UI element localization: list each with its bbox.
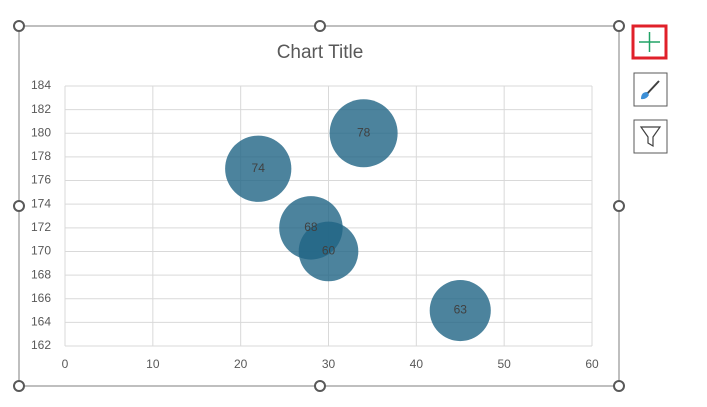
x-tick-label: 20 bbox=[234, 357, 248, 371]
x-tick-label: 10 bbox=[146, 357, 160, 371]
plot-area: 162 164 166 168 170 172 174 176 178 180 182 184 0 10 2… bbox=[31, 78, 599, 371]
handle[interactable] bbox=[314, 20, 326, 32]
selection-handles bbox=[13, 20, 625, 392]
x-tick-label: 40 bbox=[410, 357, 424, 371]
handle[interactable] bbox=[613, 20, 625, 32]
data-label: 74 bbox=[252, 161, 266, 175]
y-tick-label: 176 bbox=[31, 173, 51, 187]
y-tick-label: 184 bbox=[31, 78, 51, 92]
handle[interactable] bbox=[314, 380, 326, 392]
y-tick-label: 168 bbox=[31, 267, 51, 281]
bubble bbox=[429, 279, 491, 342]
chart-filters-button[interactable] bbox=[633, 119, 668, 154]
bubble bbox=[225, 135, 292, 202]
y-tick-label: 166 bbox=[31, 291, 51, 305]
y-tick-label: 182 bbox=[31, 102, 51, 116]
data-label: 78 bbox=[357, 125, 371, 139]
y-tick-label: 174 bbox=[31, 196, 51, 210]
data-label: 68 bbox=[304, 220, 318, 234]
y-tick-label: 178 bbox=[31, 149, 51, 163]
x-tick-label: 60 bbox=[585, 357, 599, 371]
y-tick-label: 180 bbox=[31, 125, 51, 139]
chart-styles-button[interactable] bbox=[633, 72, 668, 107]
handle[interactable] bbox=[13, 380, 25, 392]
x-tick-label: 50 bbox=[497, 357, 511, 371]
bubble bbox=[298, 221, 359, 282]
y-tick-label: 172 bbox=[31, 220, 51, 234]
data-label: 63 bbox=[454, 303, 468, 317]
handle[interactable] bbox=[13, 200, 25, 212]
handle[interactable] bbox=[13, 20, 25, 32]
y-tick-label: 164 bbox=[31, 315, 51, 329]
x-tick-label: 0 bbox=[62, 357, 69, 371]
chart-title: Chart Title bbox=[277, 42, 364, 63]
handle[interactable] bbox=[613, 200, 625, 212]
bubble bbox=[329, 99, 398, 168]
data-label: 60 bbox=[322, 244, 336, 258]
handle[interactable] bbox=[613, 380, 625, 392]
y-tick-label: 162 bbox=[31, 338, 51, 352]
chart-elements-button[interactable] bbox=[631, 24, 668, 60]
x-tick-label: 30 bbox=[322, 357, 336, 371]
y-tick-label: 170 bbox=[31, 244, 51, 258]
